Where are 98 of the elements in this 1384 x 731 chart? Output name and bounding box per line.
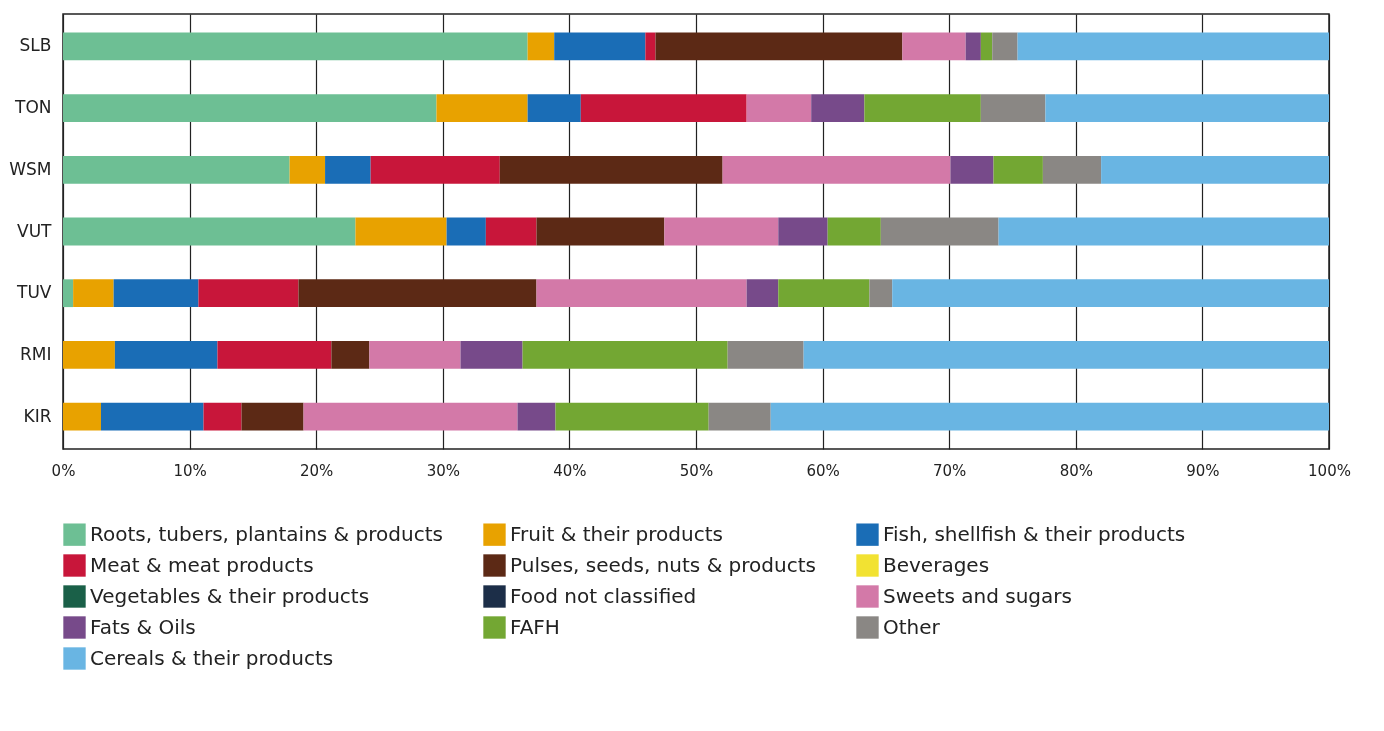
legend-label: Fats & Oils — [90, 614, 196, 639]
bar — [555, 402, 709, 431]
x-tick-label: 60% — [806, 461, 840, 480]
bar — [778, 279, 870, 308]
bar — [722, 155, 951, 184]
bar — [113, 279, 199, 308]
legend-label: Other — [883, 614, 941, 639]
bar — [998, 217, 1329, 246]
x-tick-label: 40% — [553, 461, 587, 480]
bar — [980, 32, 993, 61]
y-tick-label: KIR — [23, 405, 52, 426]
x-tick-label: 100% — [1308, 461, 1351, 480]
bar — [746, 94, 812, 122]
x-tick-label: 0% — [51, 461, 76, 480]
legend-label: Vegetables & their products — [90, 583, 370, 608]
bar — [536, 217, 665, 246]
bar — [517, 402, 556, 431]
bar — [203, 402, 242, 431]
x-tick-label: 90% — [1186, 461, 1220, 480]
bar — [880, 217, 999, 246]
bar — [554, 32, 646, 61]
y-tick-label: TON — [14, 97, 52, 118]
bar — [1101, 155, 1329, 184]
bar — [325, 155, 371, 184]
bar — [992, 32, 1018, 61]
bar — [950, 155, 994, 184]
bar — [241, 402, 304, 431]
x-tick-label: 10% — [173, 461, 207, 480]
legend-label: Food not classified — [510, 583, 697, 608]
bar — [869, 279, 893, 308]
bar — [63, 217, 356, 246]
bar — [664, 217, 779, 246]
bar — [485, 217, 537, 246]
bar — [811, 94, 865, 122]
bar — [63, 94, 437, 122]
legend-label: Fruit & their products — [510, 521, 723, 546]
bar — [892, 279, 1329, 308]
bar — [536, 279, 747, 308]
x-tick-label: 20% — [300, 461, 334, 480]
bar — [522, 341, 728, 369]
bar — [331, 341, 370, 369]
bar — [803, 341, 1329, 369]
bar — [436, 94, 528, 122]
bar — [114, 341, 218, 369]
bar — [993, 155, 1043, 184]
bar — [770, 402, 1329, 431]
bar — [1045, 94, 1329, 122]
x-tick-label: 80% — [1059, 461, 1093, 480]
x-tick-label: 30% — [426, 461, 460, 480]
y-tick-label: SLB — [19, 35, 52, 56]
bar — [778, 217, 828, 246]
legend-label: Sweets and sugars — [883, 583, 1072, 608]
y-tick-label: WSM — [9, 158, 52, 179]
bar — [980, 94, 1046, 122]
legend-label: Cereals & their products — [90, 645, 334, 670]
bar — [289, 155, 326, 184]
x-tick-label: 50% — [679, 461, 714, 480]
bar — [580, 94, 747, 122]
bar — [63, 402, 101, 431]
bar — [298, 279, 537, 308]
legend-label: Pulses, seeds, nuts & products — [510, 552, 816, 577]
legend-label: Roots, tubers, plantains & products — [90, 521, 443, 546]
bar — [864, 94, 981, 122]
bar — [217, 341, 332, 369]
bar — [446, 217, 486, 246]
bar — [100, 402, 204, 431]
y-tick-label: RMI — [20, 343, 52, 364]
bar — [727, 341, 804, 369]
bar — [902, 32, 966, 61]
bar — [303, 402, 518, 431]
legend-label: FAFH — [510, 614, 560, 639]
bar — [63, 32, 528, 61]
bar — [527, 32, 555, 61]
legend-label: Fish, shellfish & their products — [883, 521, 1186, 546]
bar — [63, 279, 74, 308]
bar — [499, 155, 723, 184]
y-tick-label: VUT — [17, 220, 53, 241]
bar — [965, 32, 981, 61]
bar — [655, 32, 903, 61]
bar — [708, 402, 771, 431]
bar — [198, 279, 299, 308]
bar — [527, 94, 581, 122]
x-tick-label: 70% — [933, 461, 967, 480]
bar — [1017, 32, 1329, 61]
legend-label: Meat & meat products — [90, 552, 314, 577]
bar — [63, 341, 115, 369]
bar — [63, 155, 290, 184]
bar — [369, 341, 461, 369]
y-tick-label: TUV — [16, 282, 52, 303]
bar — [645, 32, 656, 61]
bar — [460, 341, 523, 369]
bar — [827, 217, 881, 246]
bar — [370, 155, 500, 184]
bar — [355, 217, 447, 246]
bar — [1042, 155, 1102, 184]
bar — [73, 279, 114, 308]
bar — [746, 279, 779, 308]
legend-label: Beverages — [883, 552, 990, 577]
